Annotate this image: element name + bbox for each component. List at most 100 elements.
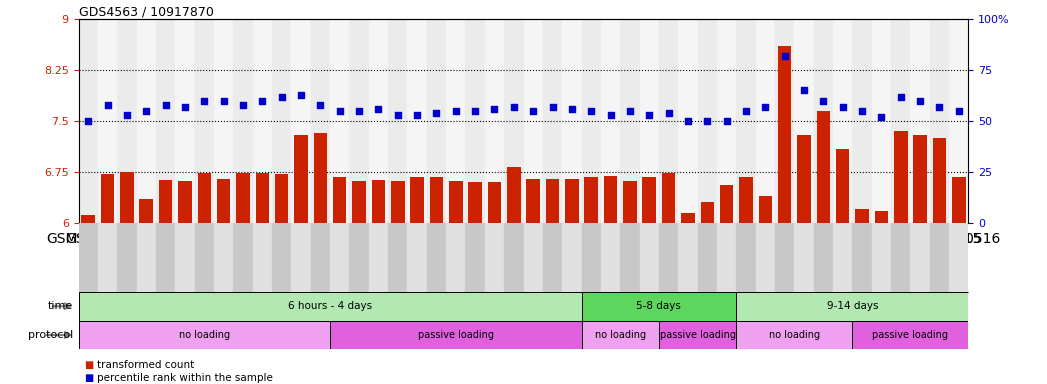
Bar — [139, 199, 153, 223]
Bar — [659, 321, 736, 349]
Point — [892, 93, 909, 99]
Point — [931, 104, 948, 110]
Bar — [79, 19, 97, 223]
Bar — [372, 180, 385, 223]
Bar — [562, 223, 581, 292]
Bar — [507, 167, 520, 223]
Bar — [446, 19, 466, 223]
Bar — [252, 223, 272, 292]
Point — [138, 108, 155, 114]
Point — [641, 112, 658, 118]
Bar — [581, 19, 601, 223]
Point — [235, 102, 251, 108]
Text: protocol: protocol — [28, 330, 73, 340]
Bar — [407, 19, 427, 223]
Point — [157, 102, 174, 108]
Bar — [874, 210, 888, 223]
Point — [622, 108, 639, 114]
Bar — [120, 172, 134, 223]
Bar — [407, 223, 427, 292]
Bar — [97, 19, 117, 223]
Point — [273, 93, 290, 99]
Point — [216, 98, 232, 104]
Text: no loading: no loading — [179, 330, 230, 340]
Bar — [565, 179, 579, 223]
Bar — [717, 19, 736, 223]
Bar — [542, 223, 562, 292]
Point — [796, 88, 812, 94]
Bar — [446, 223, 466, 292]
Bar — [891, 223, 911, 292]
Bar — [333, 177, 347, 223]
Bar — [817, 111, 830, 223]
Bar — [350, 223, 369, 292]
Bar — [581, 223, 601, 292]
Bar — [678, 19, 697, 223]
Bar — [136, 19, 156, 223]
Bar — [527, 179, 540, 223]
Bar — [855, 209, 869, 223]
Bar — [214, 223, 233, 292]
Text: 5-8 days: 5-8 days — [637, 301, 682, 311]
Text: 6 hours - 4 days: 6 hours - 4 days — [288, 301, 372, 311]
Bar — [427, 223, 446, 292]
Bar — [468, 182, 482, 223]
Bar — [314, 133, 327, 223]
Bar — [79, 223, 97, 292]
Text: no loading: no loading — [595, 330, 646, 340]
Point — [467, 108, 484, 114]
Bar — [797, 134, 810, 223]
Bar — [117, 223, 136, 292]
Bar — [913, 134, 927, 223]
Bar — [272, 223, 291, 292]
Point — [351, 108, 367, 114]
Bar — [581, 292, 736, 321]
Bar — [950, 19, 968, 223]
Point — [563, 106, 580, 112]
Bar — [930, 223, 950, 292]
Bar — [739, 177, 753, 223]
Bar — [449, 180, 463, 223]
Point — [506, 104, 522, 110]
Bar — [584, 177, 598, 223]
Bar — [756, 223, 775, 292]
Bar — [852, 321, 968, 349]
Bar — [311, 223, 330, 292]
Bar — [911, 19, 930, 223]
Bar — [410, 177, 424, 223]
Point — [912, 98, 929, 104]
Point — [718, 118, 735, 124]
Bar — [272, 19, 291, 223]
Bar — [795, 19, 814, 223]
Point — [699, 118, 716, 124]
Bar — [682, 213, 695, 223]
Bar — [759, 195, 772, 223]
Bar — [505, 19, 524, 223]
Bar — [601, 19, 620, 223]
Point — [486, 106, 503, 112]
Bar — [697, 19, 717, 223]
Bar — [330, 19, 350, 223]
Bar — [891, 19, 911, 223]
Point — [834, 104, 851, 110]
Bar — [485, 19, 505, 223]
Bar — [117, 19, 136, 223]
Point — [661, 110, 677, 116]
Point — [331, 108, 348, 114]
Point — [602, 112, 619, 118]
Bar — [233, 19, 252, 223]
Bar — [488, 182, 502, 223]
Point — [776, 53, 793, 59]
Bar — [524, 19, 542, 223]
Bar — [833, 19, 852, 223]
Bar — [136, 223, 156, 292]
Bar — [852, 223, 872, 292]
Bar — [156, 223, 175, 292]
Bar — [369, 19, 388, 223]
Bar — [894, 131, 908, 223]
Bar — [795, 223, 814, 292]
Point — [447, 108, 464, 114]
Bar — [778, 46, 792, 223]
Text: transformed count: transformed count — [97, 360, 195, 370]
Bar — [427, 19, 446, 223]
